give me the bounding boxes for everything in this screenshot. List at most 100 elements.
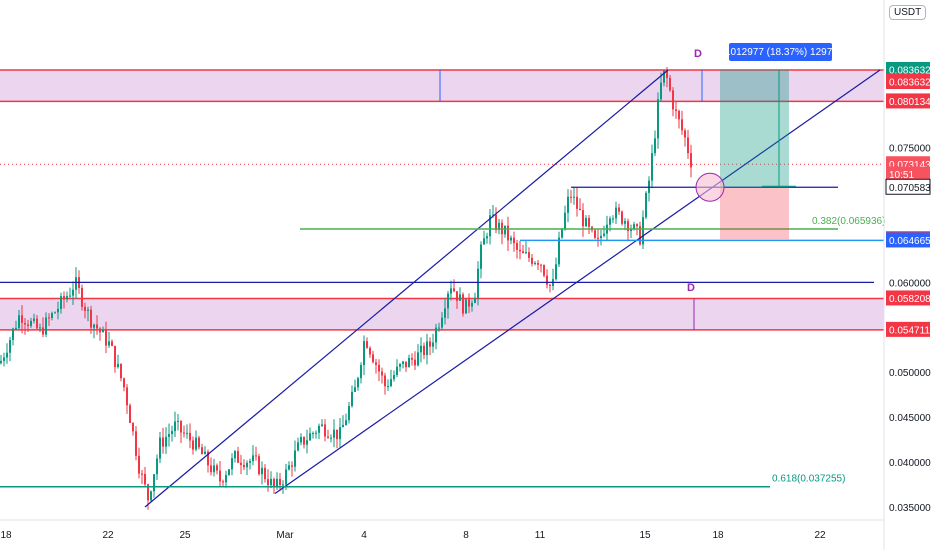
candle-body [438,327,440,329]
candle-body [150,491,152,501]
candle-body [180,420,182,433]
date-tick: 25 [179,530,191,541]
candle-body [456,291,458,301]
candle-body [381,371,383,376]
candle-body [348,406,350,421]
candle-body [642,217,644,245]
candle-body [633,224,635,229]
candle-body [468,299,470,307]
date-tick: 4 [361,530,367,541]
price-label: 0.058208 [889,294,931,305]
candle-body [672,90,674,110]
candle-body [654,138,656,154]
fib-label: 0.618(0.037255) [772,474,845,485]
position-profit-zone[interactable] [720,70,789,188]
candle-body [435,327,437,343]
candle-body [396,366,398,375]
candle-body [63,296,65,300]
candle-body [495,214,497,231]
candle-body [99,328,101,333]
candle-body [324,424,326,437]
candle-body [408,358,410,368]
candle-body [612,218,614,220]
candle-body [360,365,362,379]
candle-body [96,324,98,329]
price-tick: 0.045000 [889,413,931,424]
candle-body [183,432,185,434]
price-label-box [886,166,930,182]
candle-body [414,359,416,366]
candle-body [267,479,269,486]
candle-body [423,345,425,356]
currency-badge[interactable]: USDT [889,5,927,20]
price-label-box [886,62,930,77]
candle-body [234,451,236,459]
candle-body [603,233,605,236]
candle-body [657,99,659,139]
candle-body [363,341,365,366]
candle-body [465,299,467,314]
date-tick: 11 [535,530,546,541]
candle-body [618,207,620,212]
pattern-marker-D: D [687,282,695,294]
candle-body [48,317,50,319]
price-tick: 0.040000 [889,458,931,469]
candle-body [3,357,5,361]
candle-body [558,237,560,265]
candle-body [399,364,401,367]
candle-body [609,218,611,225]
price-tick: 0.060000 [889,278,931,289]
candle-body [24,322,26,325]
candle-body [471,302,473,307]
candle-body [645,192,647,218]
position-loss-zone[interactable] [720,187,789,240]
candle-body [531,257,533,264]
candle-body [582,210,584,227]
price-label: 0.080134 [889,97,931,108]
price-label: 0.054711 [889,325,930,336]
candle-body [615,207,617,219]
price-label: 0.083632 [889,66,931,77]
candle-body [141,473,143,475]
candle-body [147,484,149,501]
candle-body [165,436,167,447]
candle-body [249,461,251,463]
candle-body [675,109,677,111]
candle-body [198,437,200,448]
candle-body [594,230,596,238]
date-tick: 8 [463,530,469,541]
drawings-layer: 0.382(0.065936) 0.618(0.037255) 0.012977 (… [0,43,885,508]
candle-body [498,222,500,231]
candle-body [159,437,161,459]
candle-body [402,361,404,365]
candle-body [120,363,122,379]
candle-body [312,433,314,435]
candle-body [84,306,86,311]
candle-body [276,478,278,487]
candle-body [219,470,221,482]
price-label-box [886,93,930,109]
candle-body [66,296,68,300]
candle-body [627,221,629,232]
candle-body [27,324,29,327]
candle-body [240,462,242,465]
candle-body [90,309,92,328]
candle-body [114,345,116,367]
candle-body [432,342,434,347]
candle-body [228,469,230,476]
candle-body [258,456,260,475]
candle-body [420,345,422,353]
highlight-circle [695,172,725,202]
candle-body [372,354,374,363]
candle-body [510,237,512,241]
candle-body [639,226,641,245]
candle-body [15,327,17,329]
candle-body [138,455,140,474]
candle-body [405,361,407,368]
candle-body [189,432,191,441]
candle-body [9,339,11,353]
candle-body [561,228,563,238]
candle-body [516,243,518,250]
candle-body [384,375,386,387]
